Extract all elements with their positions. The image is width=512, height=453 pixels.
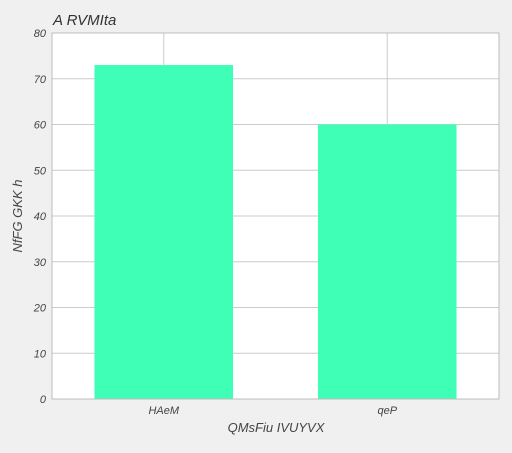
- y-axis-ticks: 0 10 20 30 40 50 60 70 80: [33, 28, 47, 406]
- x-tick-label: HAeM: [148, 405, 179, 417]
- y-tick-label: 0: [40, 394, 47, 406]
- x-tick-label: qeP: [377, 405, 397, 417]
- bars: [94, 65, 457, 400]
- y-tick-label: 70: [34, 74, 47, 86]
- y-tick-label: 10: [34, 348, 47, 360]
- bar-qep: [317, 124, 457, 399]
- bar-haem: [94, 65, 234, 400]
- plot-border: [51, 32, 500, 400]
- y-tick-label: 30: [34, 257, 47, 269]
- y-tick-label: 80: [34, 28, 47, 40]
- y-tick-label: 20: [33, 303, 47, 315]
- chart-title: A RVMIta: [52, 12, 116, 29]
- y-axis-label: NfFG GKK h: [10, 180, 25, 253]
- x-axis-ticks: HAeM qeP: [148, 405, 397, 417]
- y-tick-label: 40: [34, 211, 47, 223]
- x-axis-label: QMsFiu IVUYVX: [228, 420, 326, 435]
- y-tick-label: 60: [34, 120, 47, 132]
- y-tick-label: 50: [34, 165, 47, 177]
